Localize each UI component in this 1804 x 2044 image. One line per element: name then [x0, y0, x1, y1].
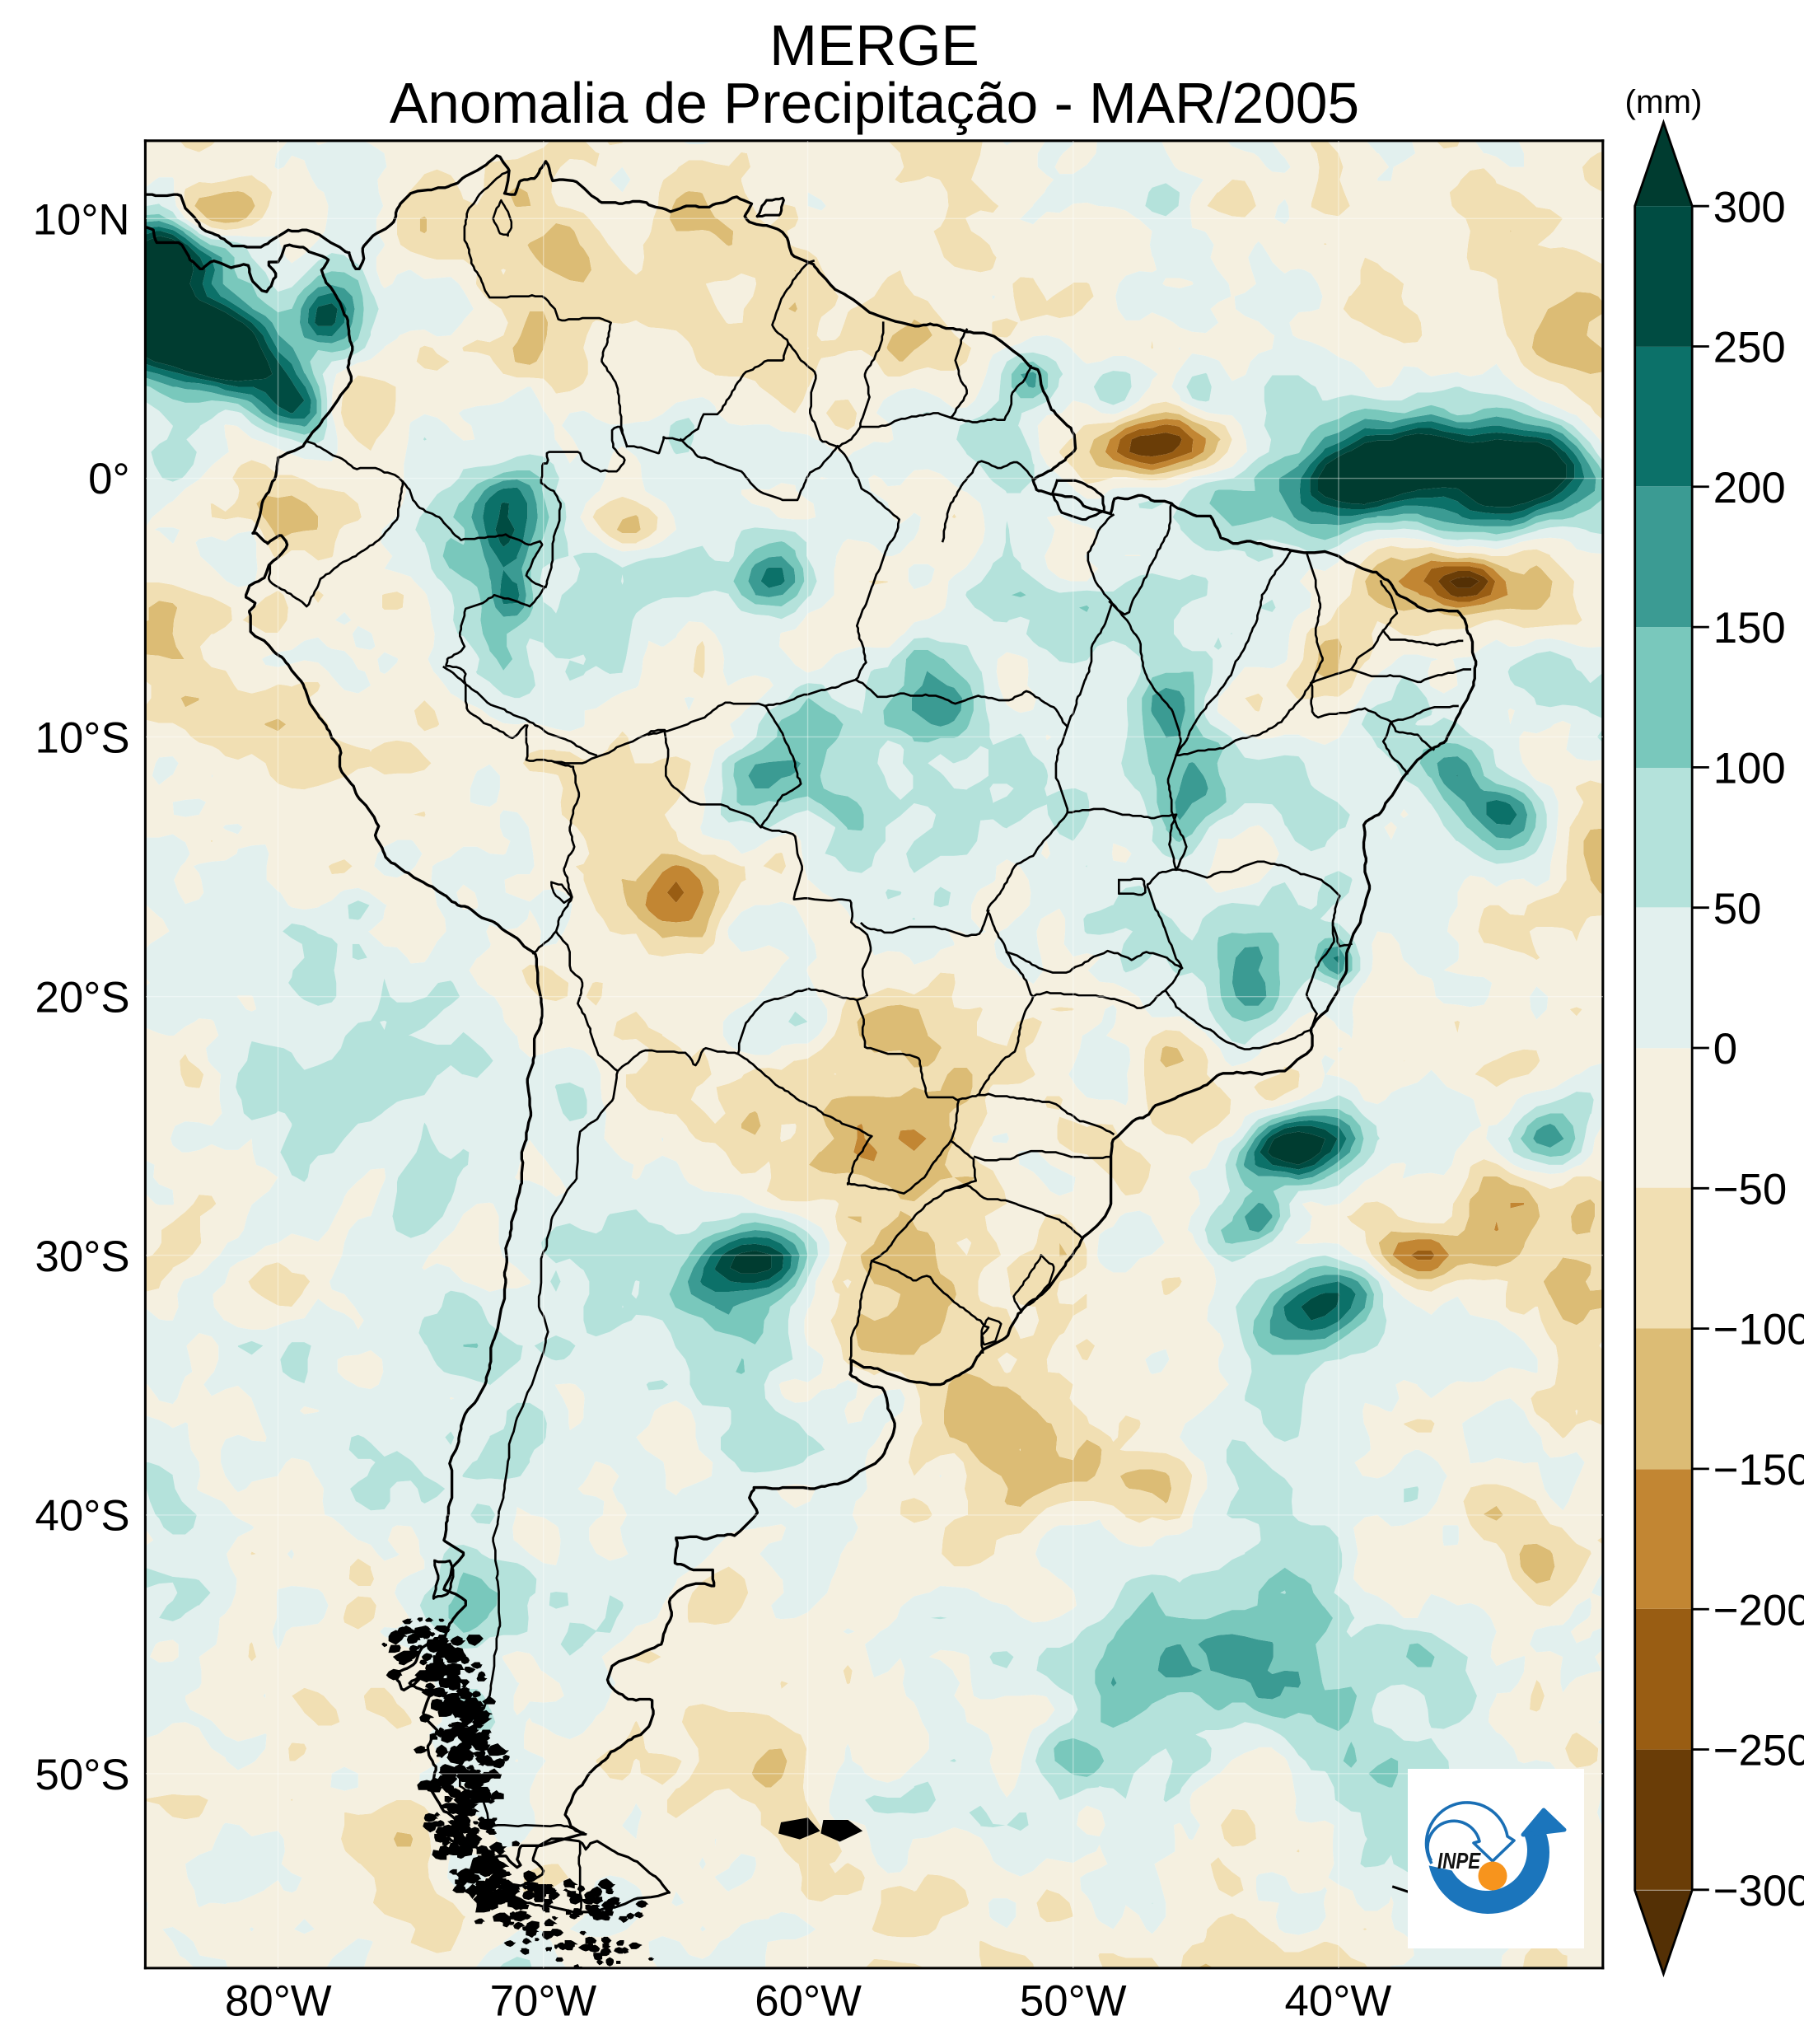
svg-text:100: 100 — [1713, 745, 1786, 793]
svg-text:40°S: 40°S — [35, 1492, 130, 1541]
svg-text:40°W: 40°W — [1285, 1977, 1392, 2026]
svg-text:60°W: 60°W — [755, 1977, 862, 2026]
svg-text:150: 150 — [1713, 604, 1786, 652]
svg-text:10°S: 10°S — [35, 714, 130, 763]
svg-text:20°S: 20°S — [35, 973, 130, 1022]
svg-text:−250: −250 — [1713, 1727, 1804, 1775]
svg-text:Anomalia de Precipitação - MAR: Anomalia de Precipitação - MAR/2005 — [390, 71, 1359, 135]
svg-text:250: 250 — [1713, 324, 1786, 372]
svg-text:0: 0 — [1713, 1025, 1737, 1073]
svg-text:(mm): (mm) — [1625, 83, 1703, 120]
svg-text:50°W: 50°W — [1020, 1977, 1127, 2026]
svg-text:−150: −150 — [1713, 1446, 1804, 1494]
svg-text:200: 200 — [1713, 464, 1786, 512]
svg-text:MERGE: MERGE — [769, 13, 979, 77]
svg-text:30°S: 30°S — [35, 1232, 130, 1281]
svg-text:80°W: 80°W — [225, 1977, 332, 2026]
svg-text:10°N: 10°N — [33, 196, 130, 245]
svg-text:70°W: 70°W — [490, 1977, 597, 2026]
svg-text:0°: 0° — [88, 455, 129, 503]
svg-text:300: 300 — [1713, 183, 1786, 232]
svg-text:50: 50 — [1713, 885, 1762, 933]
svg-text:−100: −100 — [1713, 1306, 1804, 1354]
svg-text:−50: −50 — [1713, 1165, 1788, 1214]
svg-text:INPE: INPE — [1437, 1849, 1481, 1874]
svg-text:−300: −300 — [1713, 1867, 1804, 1915]
svg-text:50°S: 50°S — [35, 1751, 130, 1799]
svg-text:−200: −200 — [1713, 1586, 1804, 1635]
